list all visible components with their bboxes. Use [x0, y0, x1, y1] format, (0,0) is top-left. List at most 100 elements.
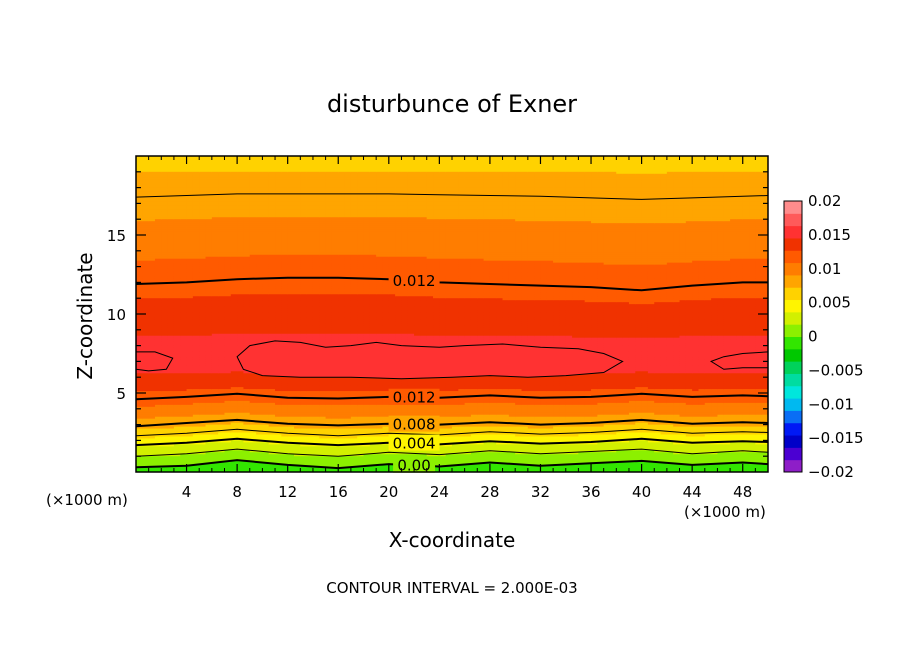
heat-cell — [243, 165, 251, 169]
heat-cell — [173, 193, 181, 197]
heat-cell — [249, 183, 257, 187]
heat-cell — [205, 329, 213, 333]
heat-cell — [268, 312, 276, 315]
heat-cell — [205, 468, 213, 471]
heat-cell — [199, 308, 207, 311]
heat-cell — [268, 426, 276, 430]
heat-cell — [205, 197, 213, 201]
heat-cell — [268, 278, 276, 282]
heat-cell — [268, 163, 276, 167]
heat-cell — [211, 365, 219, 368]
heat-cell — [256, 381, 263, 384]
heat-cell — [167, 440, 175, 443]
heat-cell — [243, 242, 251, 246]
heat-cell — [154, 391, 162, 394]
heat-cell — [224, 396, 232, 400]
heat-cell — [192, 347, 200, 351]
heat-cell — [199, 369, 207, 372]
heat-cell — [186, 183, 194, 187]
heat-cell — [142, 268, 150, 272]
heat-cell — [243, 466, 251, 469]
heat-cell — [186, 468, 194, 471]
heat-cell — [192, 327, 200, 331]
heat-cell — [136, 163, 143, 167]
heat-cell — [192, 260, 200, 264]
heat-cell — [256, 315, 263, 319]
heat-cell — [199, 205, 207, 208]
heat-cell — [136, 394, 143, 398]
heat-cell — [148, 264, 156, 268]
heat-cell — [186, 207, 194, 210]
heat-cell — [230, 387, 238, 390]
heat-cell — [224, 337, 232, 341]
heat-cell — [192, 268, 200, 272]
heat-cell — [173, 300, 181, 303]
heat-cell — [199, 268, 207, 272]
heat-cell — [205, 369, 213, 372]
heat-cell — [192, 315, 200, 319]
heat-cell — [256, 258, 263, 262]
heat-cell — [224, 383, 232, 386]
heat-cell — [148, 375, 156, 378]
heat-cell — [256, 288, 263, 291]
heat-cell — [243, 254, 251, 258]
heat-cell — [243, 246, 251, 250]
heat-cell — [154, 412, 162, 416]
heat-cell — [192, 357, 200, 361]
heat-cell — [136, 193, 143, 197]
heat-cell — [148, 274, 156, 278]
heat-cell — [218, 288, 226, 291]
heat-cell — [167, 288, 175, 291]
heat-cell — [148, 225, 156, 228]
heat-cell — [142, 187, 150, 191]
heat-cell — [173, 244, 181, 248]
heat-cell — [256, 379, 263, 382]
heat-cell — [268, 199, 276, 203]
heat-cell — [237, 331, 245, 335]
heat-cell — [154, 379, 162, 382]
heat-cell — [192, 404, 200, 408]
heat-cell — [268, 296, 276, 299]
heat-cell — [154, 248, 162, 252]
heat-cell — [237, 238, 245, 242]
heat-cell — [243, 442, 251, 445]
heat-cell — [256, 448, 263, 451]
heat-cell — [205, 357, 213, 361]
heat-cell — [249, 185, 257, 189]
heat-cell — [237, 400, 245, 404]
heat-cell — [167, 404, 175, 408]
heat-cell — [167, 185, 175, 189]
heat-cell — [268, 258, 276, 262]
heat-cell — [180, 258, 188, 262]
heat-cell — [211, 319, 219, 323]
heat-cell — [256, 284, 263, 287]
heat-cell — [136, 315, 143, 319]
heat-cell — [173, 389, 181, 392]
heat-cell — [211, 416, 219, 420]
heat-cell — [218, 292, 226, 295]
heat-cell — [218, 325, 226, 329]
heat-cell — [186, 387, 194, 390]
heat-cell — [237, 195, 245, 199]
heat-cell — [237, 207, 245, 210]
heat-cell — [173, 203, 181, 206]
heat-cell — [154, 175, 162, 179]
heat-cell — [249, 424, 257, 428]
heat-cell — [205, 458, 213, 461]
heat-cell — [211, 351, 219, 355]
heat-cell — [136, 238, 143, 242]
heat-cell — [224, 282, 232, 285]
heat-cell — [173, 462, 181, 465]
heat-cell — [136, 428, 143, 432]
heat-cell — [142, 436, 150, 440]
heat-cell — [237, 317, 245, 321]
heat-cell — [142, 440, 150, 443]
heat-cell — [186, 205, 194, 208]
heat-cell — [262, 308, 270, 311]
heat-cell — [262, 280, 270, 284]
heat-cell — [218, 466, 226, 469]
heat-cell — [205, 282, 213, 285]
heat-cell — [167, 272, 175, 276]
heat-cell — [205, 195, 213, 199]
heat-cell — [249, 238, 257, 242]
